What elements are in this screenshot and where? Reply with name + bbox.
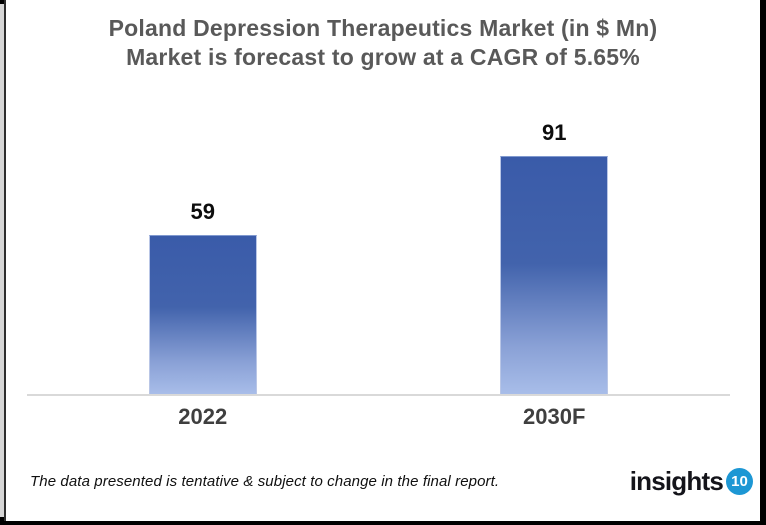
title-block: Poland Depression Therapeutics Market (i… — [6, 14, 760, 72]
bar-2022 — [148, 235, 257, 394]
x-axis-label-2030F: 2030F — [523, 404, 586, 429]
insights10-logo: insights 10 — [630, 466, 753, 497]
chart-subtitle: Market is forecast to grow at a CAGR of … — [126, 44, 640, 70]
chart-page: Poland Depression Therapeutics Market (i… — [4, 0, 760, 521]
bar-column-2022: 59 — [27, 120, 379, 394]
logo-wordmark: insights — [629, 466, 724, 496]
plot-area: 59 91 — [27, 120, 730, 396]
disclaimer-text: The data presented is tentative & subjec… — [30, 473, 500, 490]
chart-title: Poland Depression Therapeutics Market (i… — [108, 15, 658, 41]
bar-value-label: 59 — [190, 199, 215, 224]
logo-badge-10: 10 — [726, 468, 753, 495]
x-axis-labels: 2022 2030F — [27, 404, 730, 430]
bar-column-2030F: 91 — [379, 120, 731, 394]
bar-2030F — [500, 156, 609, 394]
bar-value-label: 91 — [542, 120, 567, 145]
x-axis-label-2022: 2022 — [178, 404, 228, 429]
